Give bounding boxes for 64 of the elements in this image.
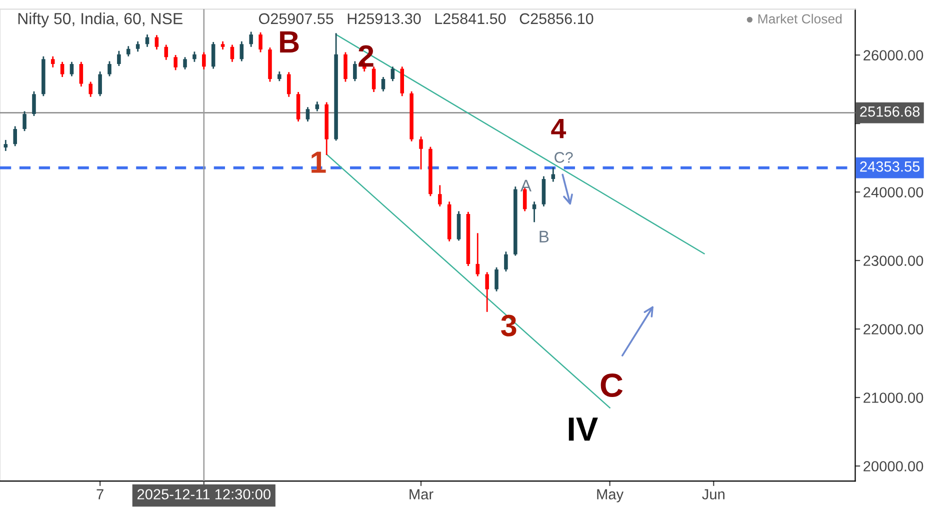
candlestick [249, 31, 253, 48]
annotation: A [520, 180, 532, 192]
candlestick [145, 34, 150, 48]
candlestick [504, 250, 508, 272]
candlestick [60, 61, 64, 78]
y-tick-label: 20000.00 [864, 461, 924, 472]
x-tick-label: 2025-12-11 12:30:00 [137, 489, 270, 500]
candlestick [70, 61, 74, 77]
ref-line-label: 25156.68 [860, 106, 920, 117]
annotation: IV [568, 418, 598, 441]
candlestick [551, 166, 556, 182]
chart-title: Nifty 50, India, 60, NSE [18, 12, 182, 28]
candlestick [98, 70, 102, 97]
annotation: 4 [551, 118, 566, 138]
annotation: C [600, 373, 623, 398]
candlestick [88, 81, 93, 98]
candlestick [211, 41, 216, 70]
x-tick-label: May [597, 489, 624, 502]
candlestick [476, 232, 480, 277]
y-tick-label: 23000.00 [864, 256, 924, 266]
candlestick [258, 32, 262, 53]
x-tick-label: Mar [410, 489, 434, 500]
candlestick [419, 136, 423, 170]
candlestick [164, 44, 168, 61]
candlestick [117, 50, 121, 67]
candlestick [126, 45, 130, 58]
annotation: C? [554, 152, 573, 163]
candlestick [13, 126, 17, 147]
candlestick [50, 56, 55, 68]
candlestick [230, 44, 234, 63]
candlestick [183, 56, 187, 70]
candlestick [390, 66, 395, 82]
candlestick [240, 40, 244, 62]
chart-subtitle: O25907.55 H25913.30 L25841.50 C25856.10 [259, 13, 594, 24]
candlestick [174, 54, 178, 71]
candlestick [353, 60, 357, 82]
candlestick [108, 60, 112, 77]
candlestick [494, 266, 498, 292]
candlestick [286, 71, 291, 98]
ref-line-label: 24353.55 [860, 161, 920, 172]
candlestick [381, 76, 386, 92]
y-tick-label: 24000.00 [864, 187, 924, 198]
annotation: 3 [501, 314, 516, 336]
candlestick [22, 110, 26, 132]
y-tick-label: 26000.00 [864, 50, 924, 60]
candlestick [192, 50, 196, 63]
candlestick [372, 66, 376, 93]
candlestick [32, 90, 36, 117]
y-tick-label: 21000.00 [864, 392, 924, 403]
annotation: ● Market Closed [746, 14, 842, 24]
y-tick-label: 22000.00 [864, 324, 924, 334]
candlestick [4, 139, 8, 152]
annotation: B [540, 230, 549, 242]
candlestick [79, 61, 84, 88]
x-tick-label: Jun [702, 489, 724, 500]
candlestick [202, 52, 206, 70]
annotation: B [280, 31, 299, 52]
candlestick [485, 271, 489, 313]
candlestick [136, 40, 140, 52]
candlestick [154, 34, 159, 50]
candlestick [278, 70, 282, 82]
x-tick-label: 7 [96, 489, 104, 500]
candlestick [438, 184, 442, 208]
candlestick [306, 106, 310, 122]
